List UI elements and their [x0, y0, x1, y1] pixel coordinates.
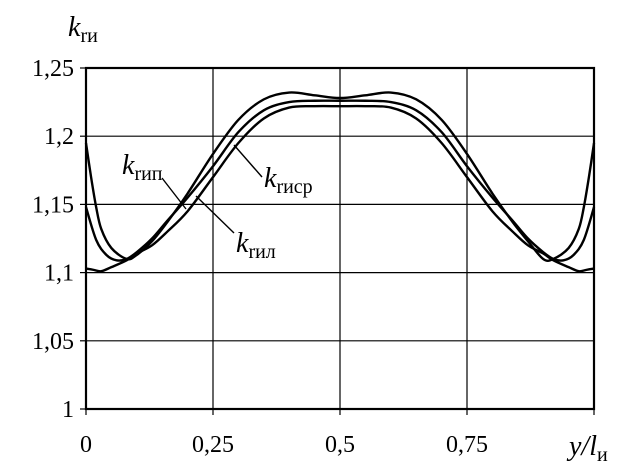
series-line-kril [85, 104, 595, 273]
y-axis-title-main: k [68, 12, 81, 43]
x-tick-label: 0,5 [325, 432, 355, 458]
x-tick-label: 0,25 [192, 432, 234, 458]
y-tick-label: 1,25 [32, 56, 74, 82]
series-label-krip-main: k [122, 150, 135, 181]
x-tick-label: 0,75 [446, 432, 488, 458]
y-axis-title-sub: rи [80, 25, 98, 47]
x-axis-title-sub: и [597, 444, 608, 466]
series-label-krisr-sub: rиср [276, 176, 312, 198]
y-tick-labels: 1 1,05 1,1 1,15 1,2 1,25 [32, 56, 74, 423]
x-tick-labels: 0 0,25 0,5 0,75 [80, 432, 488, 458]
y-tick-label: 1,15 [32, 192, 74, 218]
series-label-kril-sub: rил [248, 241, 275, 263]
series-label-kril: krил [236, 228, 276, 263]
y-axis-title: krи [68, 12, 98, 47]
series-label-krisr-main: k [264, 163, 277, 194]
series-label-krip-sub: rип [134, 163, 162, 185]
y-tick-label: 1,1 [44, 261, 74, 287]
leader-krip [161, 177, 187, 210]
x-axis-title-main: y/l [566, 431, 597, 462]
y-tick-label: 1,05 [32, 329, 74, 355]
y-tick-label: 1,2 [44, 124, 74, 150]
x-tick-label: 0 [80, 432, 92, 458]
series-label-krip: krип [122, 150, 163, 185]
leader-krisr [233, 144, 263, 178]
y-tick-label: 1 [62, 397, 74, 423]
x-axis-title: y/lи [566, 431, 608, 466]
leader-kril [195, 195, 235, 234]
series-label-kril-main: k [236, 228, 249, 259]
plot-frame [84, 66, 596, 411]
series-label-krisr: krиср [264, 163, 313, 198]
series-lines [84, 91, 596, 273]
